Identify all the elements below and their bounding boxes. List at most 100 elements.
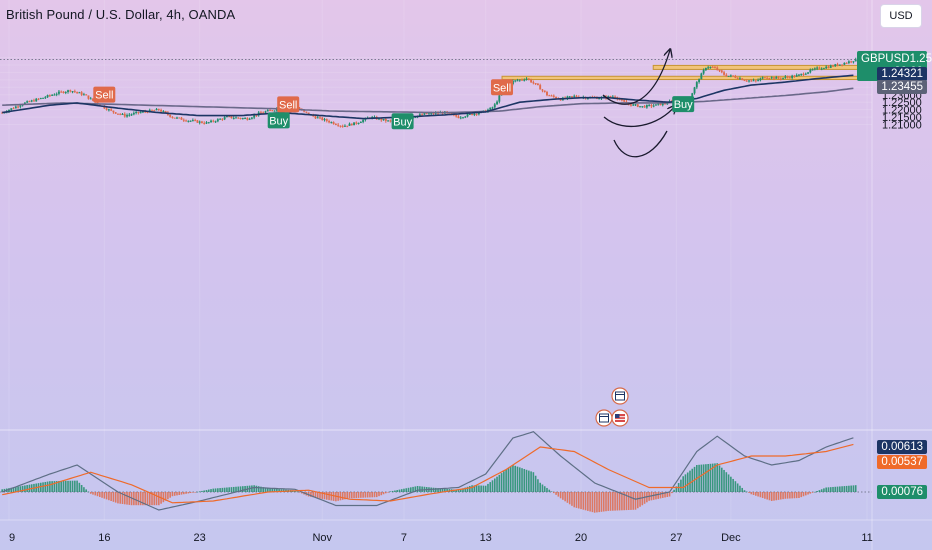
time-tick-label: 23: [194, 532, 206, 544]
macd-histogram-bar: [843, 486, 846, 492]
candle-body: [185, 120, 188, 122]
candle-body: [700, 73, 703, 80]
currency-button[interactable]: USD: [880, 4, 922, 28]
calendar-icon[interactable]: [595, 409, 613, 427]
macd-histogram-bar: [382, 492, 385, 495]
price-tick-label: 1.21500: [882, 112, 922, 124]
macd-histogram-bar: [814, 491, 816, 493]
macd-histogram-bar: [734, 481, 737, 492]
macd-histogram-bar: [385, 492, 387, 494]
macd-histogram-bar: [332, 492, 335, 501]
macd-histogram-bar: [62, 480, 65, 492]
macd-histogram-bar: [398, 489, 401, 492]
macd-histogram-bar: [568, 492, 571, 505]
macd-histogram-bar: [759, 492, 762, 498]
macd-histogram-bar: [834, 486, 837, 492]
ma-slow-price-tag: 1.23455: [877, 79, 927, 94]
macd-histogram-bar: [380, 492, 383, 496]
buy-signal: Buy: [391, 113, 414, 130]
macd-histogram-bar: [232, 486, 235, 492]
candle-body: [464, 116, 467, 118]
candle-body: [198, 121, 201, 123]
candle-body: [176, 117, 178, 119]
calendar-icon[interactable]: [611, 387, 629, 405]
macd-histogram-bar: [775, 492, 778, 501]
candle-body: [809, 69, 812, 73]
candle-body: [205, 122, 208, 124]
macd-histogram-bar: [419, 486, 421, 492]
candle-body: [711, 66, 714, 68]
us-flag-icon[interactable]: [611, 409, 629, 427]
candle-body: [353, 122, 355, 126]
macd-histogram-bar: [509, 466, 512, 492]
macd-histogram-bar: [219, 488, 221, 492]
macd-histogram-bar: [593, 492, 596, 513]
symbol-label: GBPUSD: [861, 53, 910, 66]
macd-histogram-bar: [257, 486, 260, 492]
candle-body: [155, 108, 158, 111]
macd-histogram-bar: [96, 492, 99, 497]
candle-body: [825, 66, 828, 69]
macd-histogram-bar: [607, 492, 610, 511]
macd-histogram-bar: [71, 480, 74, 492]
macd-histogram-bar: [85, 489, 87, 492]
candle-body: [741, 78, 744, 81]
candle-body: [273, 110, 276, 112]
candle-body: [46, 95, 49, 98]
macd-histogram-bar: [591, 492, 594, 513]
macd-histogram-bar: [144, 492, 146, 506]
macd-histogram-bar: [571, 492, 573, 506]
event-icons: [595, 387, 629, 427]
candle-body: [164, 111, 167, 113]
candle-body: [228, 116, 231, 118]
macd-histogram-bar: [214, 488, 217, 492]
buy-signal-label: Buy: [674, 99, 693, 111]
candle-body: [795, 75, 798, 77]
macd-panel: [0, 429, 932, 513]
candle-body: [759, 78, 762, 81]
candle-body: [541, 89, 544, 91]
candle-body: [135, 111, 138, 113]
macd-histogram-bar: [798, 492, 800, 498]
candle-body: [355, 122, 358, 124]
macd-histogram-bar: [530, 471, 532, 492]
macd-histogram-bar: [24, 485, 26, 492]
candle-body: [620, 99, 623, 101]
macd-histogram-bar: [407, 487, 410, 492]
candle-body: [850, 61, 853, 63]
candle-body: [732, 75, 735, 77]
candle-body: [12, 108, 15, 110]
macd-histogram-bar: [739, 485, 741, 492]
macd-histogram-bar: [496, 476, 498, 492]
macd-histogram-bar: [312, 492, 314, 498]
candle-body: [845, 62, 848, 64]
macd-histogram-bar: [296, 491, 299, 493]
macd-histogram-bar: [92, 492, 94, 495]
ma-fast-price-tag: 1.24321: [877, 67, 927, 82]
macd-histogram-bar: [260, 486, 262, 492]
candle-body: [523, 79, 526, 81]
candle-body: [334, 124, 337, 126]
signal-value-tag: 0.00537: [877, 455, 927, 469]
candle-body: [384, 119, 387, 122]
macd-histogram-bar: [671, 492, 673, 494]
candle-body: [69, 90, 72, 92]
macd-histogram-bar: [682, 476, 684, 492]
candle-body: [73, 91, 76, 93]
macd-histogram-bar: [559, 492, 562, 499]
candle-body: [330, 122, 333, 124]
candle-body: [661, 103, 664, 106]
macd-histogram-bar: [328, 492, 330, 501]
candle-body: [782, 77, 785, 79]
candle-body: [235, 117, 237, 119]
macd-histogram-bar: [786, 492, 789, 499]
candle-body: [471, 113, 474, 116]
macd-histogram-bar: [42, 482, 44, 492]
macd-histogram-bar: [167, 492, 169, 500]
macd-histogram-bar: [639, 492, 641, 507]
time-tick-label: Nov: [312, 532, 332, 544]
sell-signal-label: Sell: [95, 90, 113, 102]
candle-body: [60, 91, 63, 93]
sell-signal-box: [277, 96, 300, 113]
